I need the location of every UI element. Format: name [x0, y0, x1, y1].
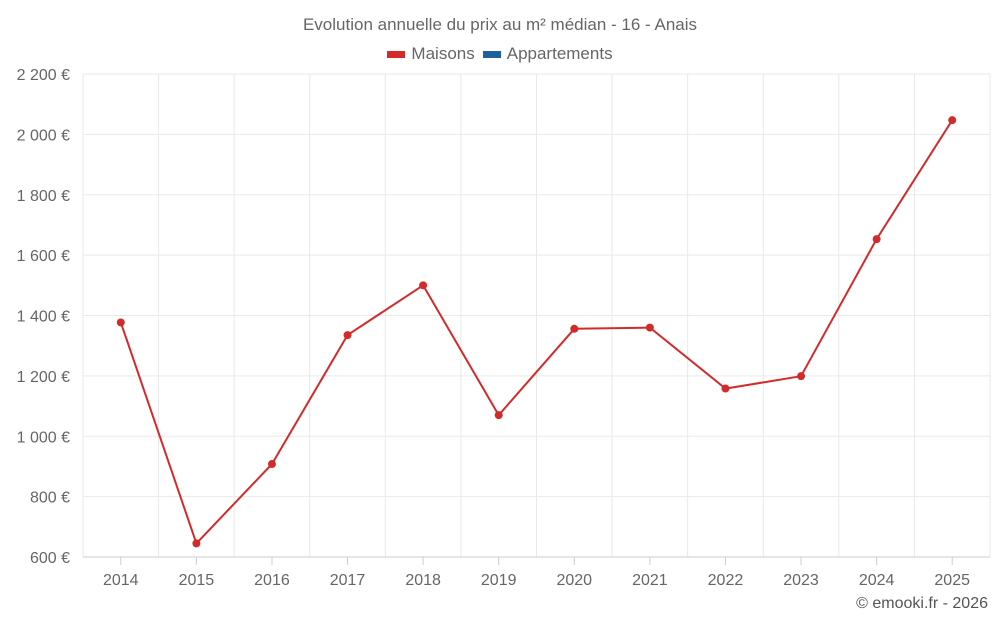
- legend-item-appartements[interactable]: Appartements: [482, 44, 613, 64]
- data-point-maisons-2018[interactable]: [419, 281, 428, 290]
- footer-credit: © emooki.fr - 2026: [856, 595, 988, 612]
- y-tick-label: 1 800 €: [17, 188, 70, 205]
- x-tick-label: 2019: [481, 572, 517, 589]
- x-tick-label: 2015: [179, 572, 215, 589]
- x-tick-label: 2023: [783, 572, 819, 589]
- data-point-maisons-2015[interactable]: [192, 539, 201, 548]
- legend-label-appartements: Appartements: [506, 44, 613, 63]
- x-tick-label: 2024: [859, 572, 895, 589]
- axis-layer: 600 € 800 € 1 000 € 1 200 € 1 400 € 1 600 € 1 …: [17, 67, 990, 589]
- chart-legend: Maisons Appartements: [0, 44, 1000, 64]
- y-tick-label: 1 400 €: [17, 309, 70, 326]
- x-tick-label: 2021: [632, 572, 668, 589]
- data-point-maisons-2025[interactable]: [948, 116, 957, 125]
- data-point-maisons-2019[interactable]: [494, 411, 503, 420]
- y-tick-label: 1 200 €: [17, 369, 70, 386]
- x-tick-label: 2022: [708, 572, 744, 589]
- data-point-maisons-2022[interactable]: [721, 384, 730, 393]
- data-point-maisons-2023[interactable]: [797, 372, 806, 381]
- series-line-maisons: [119, 119, 954, 545]
- y-tick-label: 1 600 €: [17, 248, 70, 265]
- legend-label-maisons: Maisons: [411, 44, 475, 63]
- y-tick-label: 800 €: [30, 490, 70, 507]
- legend-item-maisons[interactable]: Maisons: [387, 44, 475, 64]
- x-tick-label: 2025: [934, 572, 970, 589]
- legend-swatch-appartements: [482, 50, 501, 58]
- data-point-maisons-2020[interactable]: [570, 324, 579, 333]
- x-tick-label: 2017: [330, 572, 366, 589]
- data-point-maisons-2014[interactable]: [116, 318, 125, 327]
- y-tick-label: 600 €: [30, 550, 70, 567]
- x-tick-label: 2014: [103, 572, 139, 589]
- y-tick-label: 2 000 €: [17, 127, 70, 144]
- x-tick-label: 2016: [254, 572, 290, 589]
- legend-swatch-maisons: [387, 50, 406, 58]
- x-tick-label: 2020: [556, 572, 592, 589]
- data-point-maisons-2016[interactable]: [267, 460, 276, 469]
- y-tick-label: 2 200 €: [17, 67, 70, 84]
- series-layer: [116, 116, 957, 548]
- grid-layer: [82, 73, 991, 558]
- y-tick-label: 1 000 €: [17, 429, 70, 446]
- data-point-maisons-2024[interactable]: [872, 235, 881, 244]
- data-point-maisons-2021[interactable]: [645, 323, 654, 332]
- chart-title: Evolution annuelle du prix au m² médian …: [302, 15, 698, 34]
- x-tick-label: 2018: [405, 572, 441, 589]
- data-point-maisons-2017[interactable]: [343, 331, 352, 340]
